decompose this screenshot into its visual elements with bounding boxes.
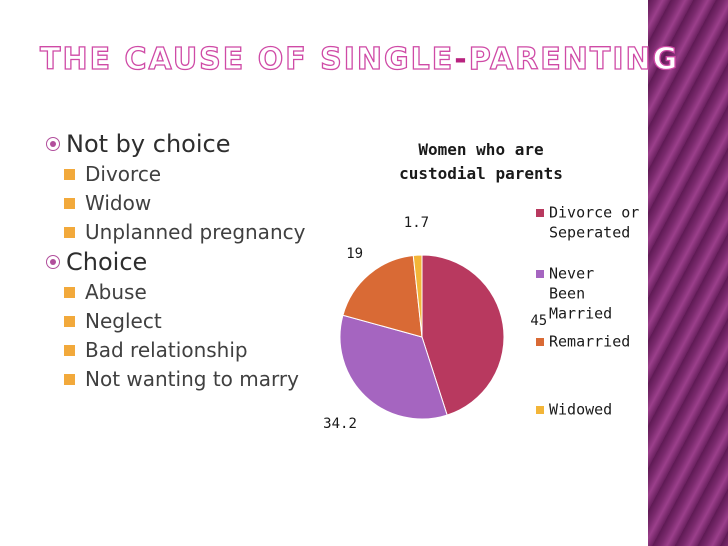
- sub-bullet-label: Widow: [85, 191, 152, 215]
- sub-bullet-label: Bad relationship: [85, 338, 248, 362]
- sub-bullet-label: Divorce: [85, 162, 162, 186]
- circle-bullet-icon: [46, 137, 60, 151]
- title-dash: -: [454, 42, 469, 77]
- slide-title: THE CAUSE OF SINGLE-PARENTING: [39, 41, 680, 77]
- bullet-label: Choice: [66, 248, 148, 276]
- sub-bullet-label: Not wanting to marry: [85, 367, 299, 391]
- bullet-choice: Choice: [46, 246, 316, 278]
- legend-label-divorce-or-seperated: Seperated: [549, 224, 630, 242]
- chart-title-line: custodial parents: [399, 164, 563, 183]
- data-label: 45: [530, 313, 547, 329]
- legend-swatch-widowed: [536, 406, 544, 414]
- bullet-label: Not by choice: [66, 130, 231, 158]
- sub-bullet-not-wanting-to-marry: Not wanting to marry: [64, 365, 316, 393]
- sub-bullet-label: Neglect: [85, 309, 162, 333]
- legend-label-remarried: Remarried: [549, 333, 630, 351]
- legend-label-never-been-married: Never: [549, 265, 594, 283]
- legend-swatch-never-been-married: [536, 270, 544, 278]
- title-part-1: THE CAUSE OF SINGLE: [39, 41, 455, 77]
- data-label: 1.7: [404, 215, 429, 231]
- bullet-list: Not by choice Divorce Widow Unplanned pr…: [46, 128, 316, 393]
- square-bullet-icon: [64, 169, 75, 180]
- pie-chart: Women who are custodial parents 45 34.2 19 1.…: [323, 140, 639, 432]
- square-bullet-icon: [64, 374, 75, 385]
- sub-bullet-bad-relationship: Bad relationship: [64, 336, 316, 365]
- square-bullet-icon: [64, 198, 75, 209]
- square-bullet-icon: [64, 287, 75, 298]
- sub-bullet-unplanned-pregnancy: Unplanned pregnancy: [64, 218, 316, 246]
- pie-slice-never-been-married: [339, 314, 448, 420]
- legend-label-never-been-married: Been: [549, 285, 585, 303]
- legend-swatch-divorce-or-seperated: [536, 209, 544, 217]
- square-bullet-icon: [64, 316, 75, 327]
- sub-bullet-divorce: Divorce: [64, 160, 316, 189]
- square-bullet-icon: [64, 227, 75, 238]
- title-part-2: PARENTING: [468, 41, 680, 77]
- sub-bullet-neglect: Neglect: [64, 307, 316, 336]
- pie-slice-remarried: [342, 254, 423, 338]
- sub-bullet-label: Unplanned pregnancy: [85, 220, 306, 244]
- sub-bullet-label: Abuse: [85, 280, 147, 304]
- pie-slice-divorce-or-seperated: [421, 254, 505, 416]
- legend-swatch-remarried: [536, 338, 544, 346]
- data-label: 19: [346, 246, 363, 262]
- legend-label-widowed: Widowed: [549, 401, 612, 419]
- sub-bullet-abuse: Abuse: [64, 278, 316, 307]
- decorative-side-band: [648, 0, 728, 546]
- sub-bullet-widow: Widow: [64, 189, 316, 218]
- bullet-not-by-choice: Not by choice: [46, 128, 316, 160]
- data-label: 34.2: [323, 416, 357, 432]
- chart-title-line: Women who are: [418, 140, 543, 159]
- legend-label-divorce-or-seperated: Divorce or: [549, 204, 639, 222]
- circle-bullet-icon: [46, 255, 60, 269]
- square-bullet-icon: [64, 345, 75, 356]
- pie-slice-widowed: [412, 254, 423, 338]
- legend-label-never-been-married: Married: [549, 305, 612, 323]
